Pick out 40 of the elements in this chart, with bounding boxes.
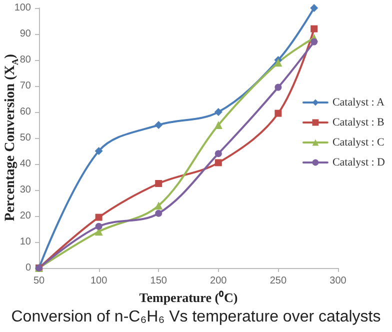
point (214, 159, 222, 166)
x-tick-label: 300 (330, 276, 347, 286)
legend-label: Catalyst : D (332, 156, 386, 168)
point (214, 150, 222, 158)
y-tick-label: 80 (20, 54, 32, 66)
y-tick-label: 20 (20, 210, 32, 222)
point (310, 38, 318, 46)
point (274, 110, 282, 117)
point (95, 214, 102, 221)
x-tick-label: 100 (90, 276, 108, 286)
x-axis-title: Temperature (⁰C) (139, 290, 238, 305)
point (155, 180, 162, 187)
y-tick-label: 60 (20, 106, 32, 118)
legend-label: Catalyst : B (332, 116, 384, 128)
y-tick-label: 30 (20, 184, 32, 196)
x-tick-label: 150 (150, 276, 168, 286)
y-tick-label: 90 (20, 28, 32, 40)
point (95, 222, 102, 230)
y-tick-label: 0 (25, 262, 32, 274)
x-tick-label: 50 (33, 276, 45, 286)
point (274, 58, 282, 67)
y-tick-label: 100 (14, 2, 32, 14)
point (310, 25, 318, 32)
point (214, 108, 222, 116)
x-tick-label: 200 (210, 276, 228, 286)
legend-label: Catalyst : A (332, 96, 384, 108)
point (310, 4, 318, 12)
x-tick-label: 250 (270, 276, 287, 286)
y-tick-label: 40 (20, 158, 32, 170)
y-tick-label: 70 (20, 80, 32, 92)
point (155, 210, 162, 217)
point (94, 147, 103, 155)
y-tick-label: 10 (20, 236, 32, 248)
point (154, 202, 163, 210)
text: Conversion of n-C₆H₆ Vs temperature over catalysts (11, 308, 381, 326)
point (214, 121, 222, 129)
point (274, 84, 282, 91)
point (154, 121, 163, 129)
legend-label: Catalyst : C (332, 136, 384, 148)
y-tick-label: 50 (20, 132, 32, 144)
